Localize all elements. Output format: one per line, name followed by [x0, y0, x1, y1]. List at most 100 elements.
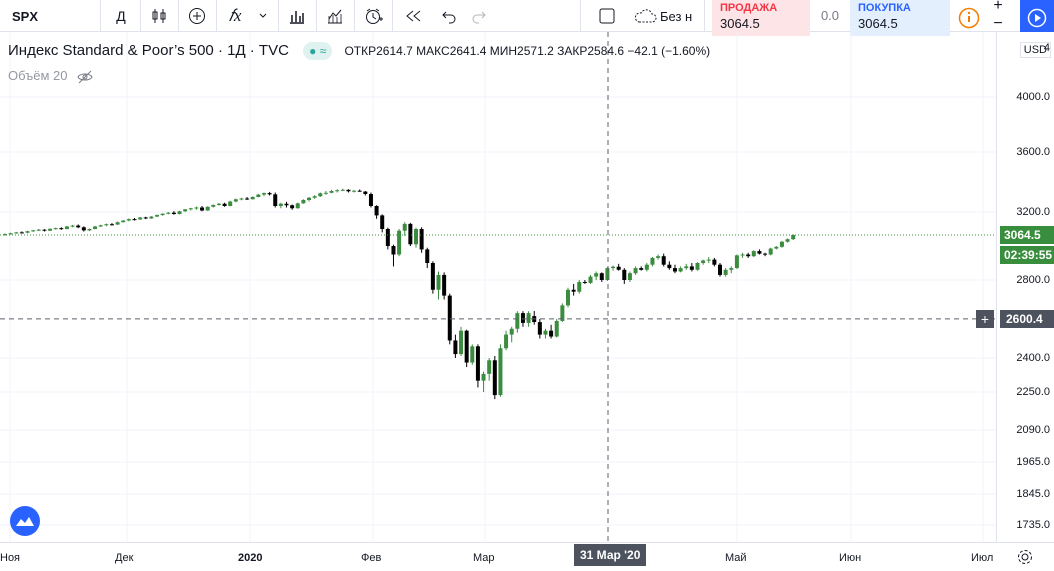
candle-body — [537, 322, 542, 335]
alert-clock-icon[interactable] — [360, 0, 388, 32]
candle-body — [98, 225, 103, 227]
time-tick-label: Дек — [115, 552, 134, 564]
chart-legend: Индекс Standard & Poor’s 500 · 1Д · TVC … — [8, 42, 710, 61]
time-axis[interactable] — [0, 542, 1054, 569]
candles-layer — [3, 188, 796, 400]
close-value: 2584.6 — [587, 44, 625, 58]
candle-body — [216, 203, 221, 205]
play-icon[interactable] — [1020, 0, 1054, 36]
high-value: 2641.4 — [449, 44, 487, 58]
tradingview-logo[interactable] — [10, 506, 40, 536]
separator — [140, 0, 141, 32]
candle-body — [335, 190, 340, 192]
candle-body — [357, 190, 362, 192]
cloud-icon[interactable] — [632, 0, 658, 32]
logo-wave-icon — [16, 517, 34, 526]
time-tick-label: 2020 — [238, 552, 263, 564]
candle-body — [757, 251, 762, 254]
candle-body — [188, 208, 193, 210]
redo-icon[interactable] — [466, 0, 492, 32]
candle-body — [19, 232, 24, 234]
time-tick-label: Май — [725, 552, 747, 564]
save-status-label[interactable]: Без н — [660, 8, 693, 24]
undo-icon[interactable] — [436, 0, 462, 32]
candle-body — [307, 197, 312, 200]
candle-body — [363, 191, 368, 194]
price-tick-label: 4 — [1043, 42, 1050, 54]
info-icon[interactable] — [954, 2, 984, 34]
zoom-in-icon[interactable]: + — [993, 0, 1003, 14]
price-tick-label: 1845.0 — [1016, 488, 1050, 500]
settings-gear-icon[interactable] — [1016, 548, 1036, 568]
candle-body — [250, 197, 255, 200]
candle-body — [481, 373, 486, 381]
candle-body — [3, 234, 7, 236]
candle-body — [566, 289, 570, 306]
candle-body — [588, 276, 593, 283]
candle-body — [160, 213, 165, 216]
candle-body — [290, 205, 295, 209]
sell-price: 3064.5 — [720, 16, 802, 31]
fullscreen-checkbox-icon[interactable] — [594, 0, 620, 32]
candle-body — [87, 229, 92, 231]
candle-body — [594, 273, 599, 277]
candle-body — [408, 223, 413, 245]
templates-icon[interactable] — [284, 0, 310, 32]
candle-body — [616, 266, 621, 270]
currency-label[interactable]: USD — [1019, 42, 1051, 58]
crosshair-price-tag: 2600.4 — [1000, 310, 1054, 328]
price-tick-label: 1965.0 — [1016, 456, 1050, 468]
candle-body — [785, 239, 790, 242]
candle-body — [740, 254, 745, 256]
add-order-plus-icon[interactable]: + — [976, 310, 994, 328]
candle-body — [385, 229, 390, 246]
price-tick-label: 2400.0 — [1016, 352, 1050, 364]
price-axis[interactable]: USD — [996, 32, 1054, 542]
separator — [178, 0, 179, 32]
separator — [316, 0, 317, 32]
candle-body — [492, 360, 497, 396]
candle-body — [48, 228, 53, 231]
candle-body — [498, 348, 503, 396]
market-status-pill[interactable]: ● ≈ — [303, 42, 333, 61]
price-tick-label: 1735.0 — [1016, 519, 1050, 531]
separator — [392, 0, 393, 32]
time-tick-label: Июл — [971, 552, 994, 564]
candle-body — [323, 192, 328, 194]
interval-button[interactable]: Д — [116, 8, 126, 24]
buy-price: 3064.5 — [858, 16, 942, 31]
candle-body — [138, 217, 143, 220]
alert-chart-icon[interactable] — [322, 0, 348, 32]
candle-body — [374, 206, 379, 216]
candle-body — [329, 191, 334, 193]
candle-body — [718, 264, 723, 275]
candle-body — [667, 264, 672, 269]
candle-body — [267, 193, 272, 195]
candle-body — [611, 266, 616, 269]
candle-body — [53, 228, 58, 230]
candle-body — [695, 263, 700, 270]
candle-body — [31, 230, 36, 232]
candle-body — [194, 207, 199, 209]
candle-body — [171, 212, 176, 215]
zoom-out-icon[interactable]: − — [993, 15, 1003, 32]
symbol-search[interactable]: SPX — [12, 8, 39, 24]
chevron-down-icon[interactable] — [252, 0, 274, 32]
eye-hidden-icon[interactable] — [77, 70, 93, 84]
candles-icon[interactable] — [146, 0, 172, 32]
candle-body — [340, 189, 345, 191]
candle-body — [763, 253, 768, 255]
candle-body — [211, 204, 216, 207]
candle-body — [639, 268, 644, 270]
add-compare-icon[interactable] — [184, 0, 210, 32]
candle-body — [661, 256, 666, 265]
candle-body — [284, 203, 289, 206]
buy-price-value: 3064.5 — [858, 16, 898, 31]
sell-button[interactable]: ПРОДАЖА 3064.5 — [712, 0, 810, 36]
candle-body — [543, 330, 548, 335]
indicators-fx-icon[interactable]: 𝑓x — [228, 6, 242, 25]
buy-button[interactable]: ПОКУПКА 3064.5 — [850, 0, 950, 36]
spread-value: 0.0 — [820, 8, 840, 23]
replay-icon[interactable] — [400, 0, 426, 32]
